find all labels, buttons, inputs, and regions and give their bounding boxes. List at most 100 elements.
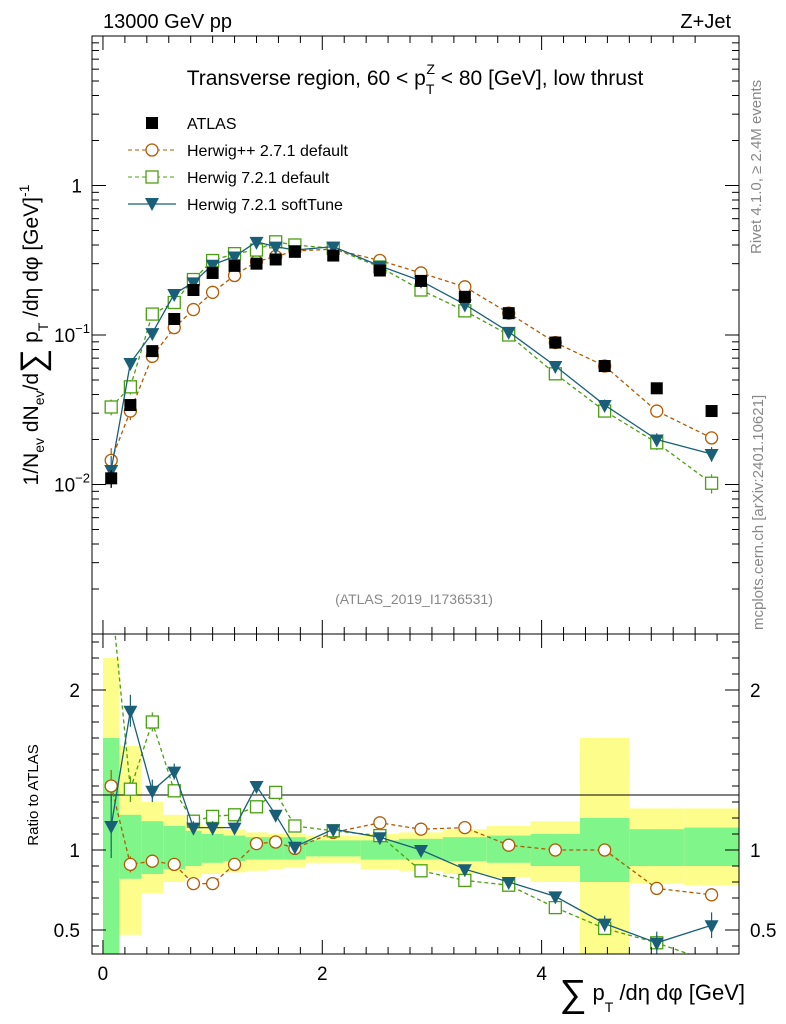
ratio-band-inner xyxy=(185,830,202,866)
ratio-band-inner xyxy=(360,840,400,860)
ratio-point-herwigpp xyxy=(458,820,472,835)
ratio-y-tick-label-right: 2 xyxy=(750,681,761,702)
main-point-softtune xyxy=(501,326,516,340)
main-point-softtune xyxy=(227,251,242,265)
main-point-softtune xyxy=(123,357,138,371)
ratio-point-herwig721 xyxy=(288,819,302,833)
ratio-x-tick-label: 4 xyxy=(536,964,547,985)
ratio-y-tick-label-left: 1 xyxy=(69,841,80,862)
legend-marker-herwigpp xyxy=(145,143,159,157)
main-line-softtune xyxy=(110,241,712,471)
main-panel: 1 10−1 10−2 Transverse region, 60 < pTZ < … xyxy=(14,35,740,635)
legend-label-softtune: Herwig 7.2.1 softTune xyxy=(187,197,343,214)
legend-label-atlas: ATLAS xyxy=(187,116,237,133)
main-point-herwig721 xyxy=(123,380,138,394)
main-point-herwig721 xyxy=(104,400,118,414)
ratio-point-herwig721 xyxy=(414,864,428,878)
ratio-x-tick-label: 0 xyxy=(98,964,109,985)
main-point-herwig721 xyxy=(145,307,159,321)
main-point-atlas xyxy=(269,253,282,266)
main-point-atlas xyxy=(549,336,562,349)
main-point-atlas xyxy=(228,259,241,272)
chart-title: Transverse region, 60 < pTZ < 80 [GeV], … xyxy=(187,61,644,97)
ratio-point-softtune xyxy=(326,824,341,838)
ratio-point-herwigpp xyxy=(145,854,159,868)
main-point-softtune xyxy=(167,289,182,303)
ratio-point-softtune xyxy=(287,841,302,855)
main-point-softtune xyxy=(249,236,264,250)
analysis-watermark: (ATLAS_2019_I1736531) xyxy=(335,591,493,607)
ratio-point-softtune xyxy=(372,832,387,846)
ratio-point-herwig721 xyxy=(105,588,117,600)
legend-entry-herwigpp: Herwig++ 2.7.1 default xyxy=(128,143,349,160)
ratio-point-herwigpp xyxy=(249,836,264,851)
main-point-atlas xyxy=(598,360,611,373)
ratio-y-label: Ratio to ATLAS xyxy=(25,744,42,845)
ratio-point-herwig721 xyxy=(249,800,264,814)
ratio-point-herwigpp xyxy=(598,843,612,857)
ratio-point-herwigpp xyxy=(704,888,719,902)
legend-label-herwigpp: Herwig++ 2.7.1 default xyxy=(187,143,349,160)
ratio-band-inner xyxy=(442,837,487,862)
side-label-rivet: Rivet 4.1.0, ≥ 2.4M events xyxy=(748,80,765,254)
ratio-point-softtune xyxy=(649,937,664,951)
ratio-point-herwigpp xyxy=(414,822,428,836)
ratio-point-herwigpp xyxy=(227,857,242,872)
ratio-point-herwigpp xyxy=(373,816,387,830)
ratio-point-softtune xyxy=(457,864,472,878)
ratio-point-herwigpp xyxy=(205,876,220,891)
ratio-point-herwigpp xyxy=(269,835,283,849)
main-point-atlas xyxy=(168,312,181,325)
main-point-softtune xyxy=(205,259,220,273)
ratio-point-softtune xyxy=(104,821,119,834)
x-axis-label: ∑ pT /dη dφ [GeV] xyxy=(559,973,745,1015)
ratio-data xyxy=(104,588,719,954)
main-point-herwigpp xyxy=(704,431,719,445)
main-point-atlas xyxy=(124,399,137,412)
main-point-softtune xyxy=(145,328,160,342)
ratio-point-herwig721 xyxy=(205,809,220,824)
legend-marker-atlas xyxy=(146,117,158,129)
main-point-herwigpp xyxy=(650,404,664,418)
ratio-point-herwig721 xyxy=(227,808,242,822)
ratio-band-inner xyxy=(163,826,186,870)
header-right: Z+Jet xyxy=(680,11,731,33)
ratio-point-softtune xyxy=(704,920,719,934)
main-point-herwigpp xyxy=(205,285,220,299)
legend-marker-herwig721 xyxy=(145,170,159,184)
ratio-y-tick-label-right: 0.5 xyxy=(750,921,776,942)
main-point-atlas xyxy=(288,245,301,258)
main-point-atlas xyxy=(705,405,718,418)
ratio-point-herwig721 xyxy=(269,785,283,800)
main-point-atlas xyxy=(105,472,118,485)
ratio-point-herwigpp xyxy=(167,857,181,872)
main-ticks: 1 10−1 10−2 xyxy=(54,36,739,635)
ratio-point-softtune xyxy=(548,891,563,905)
legend-label-herwig721: Herwig 7.2.1 default xyxy=(187,170,330,187)
main-point-herwig721 xyxy=(704,476,719,490)
ratio-point-herwig721 xyxy=(167,784,181,798)
main-line-herwigpp xyxy=(110,248,712,461)
main-point-atlas xyxy=(373,264,386,277)
main-point-atlas xyxy=(458,290,471,303)
main-point-atlas xyxy=(250,257,263,270)
main-point-softtune xyxy=(597,400,612,414)
main-point-atlas xyxy=(146,345,159,358)
main-point-softtune xyxy=(268,241,283,255)
ratio-point-herwigpp xyxy=(123,857,138,872)
ratio-point-softtune xyxy=(249,781,264,794)
main-point-herwigpp xyxy=(186,302,201,317)
main-y-tick-label: 10−1 xyxy=(54,321,90,347)
ratio-y-tick-label-right: 1 xyxy=(750,841,761,862)
ratio-point-herwigpp xyxy=(548,843,562,857)
ratio-x-tick-label: 2 xyxy=(317,964,328,985)
ratio-band-inner xyxy=(305,840,361,857)
main-point-atlas xyxy=(206,266,219,279)
ratio-point-herwigpp xyxy=(186,876,201,891)
main-y-tick-label: 1 xyxy=(71,177,82,198)
ratio-point-softtune xyxy=(227,822,242,836)
ratio-uncertainty-bands xyxy=(102,658,739,954)
ratio-point-softtune xyxy=(145,785,160,799)
ratio-point-softtune xyxy=(501,877,516,890)
